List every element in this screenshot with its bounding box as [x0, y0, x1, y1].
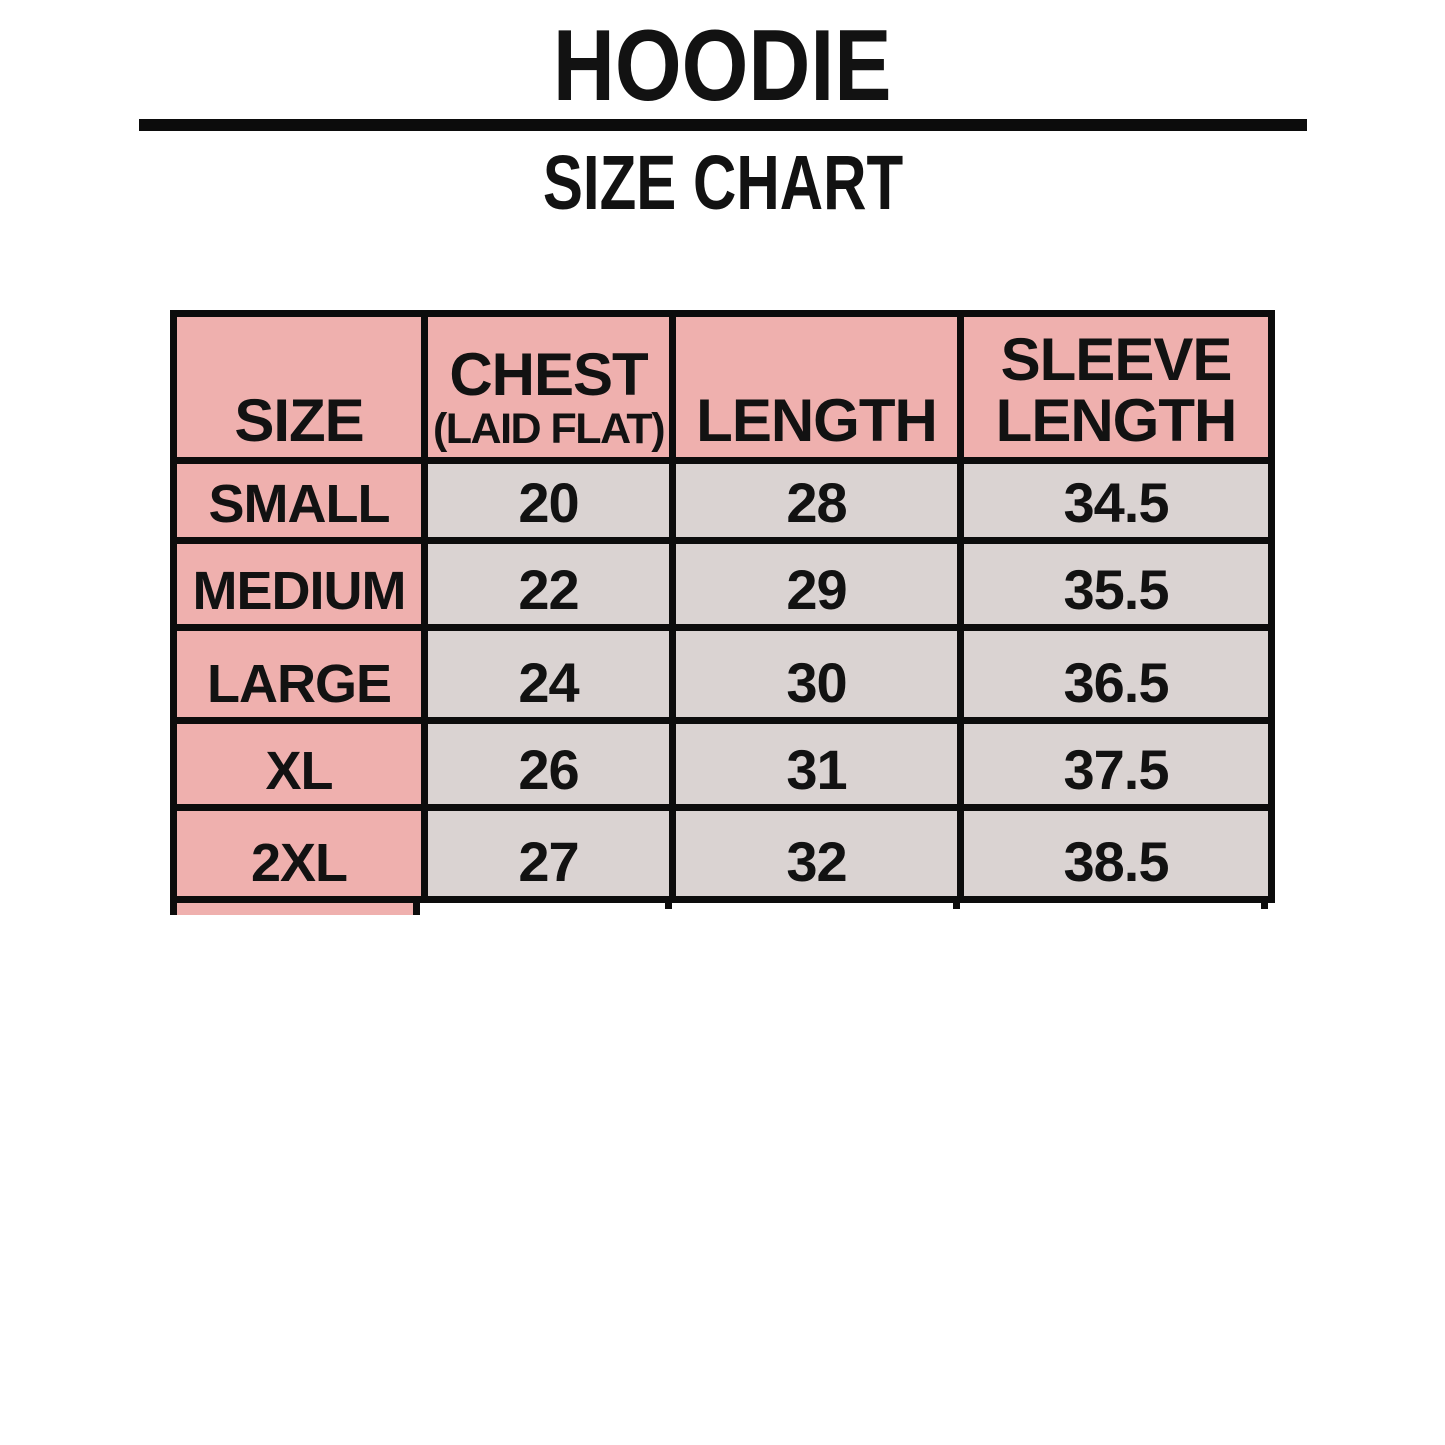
page-title-text: HOODIE	[553, 10, 892, 122]
col-header-chest-sublabel: (LAID FLAT)	[432, 405, 666, 453]
sleeve-length-cell: 34.5	[957, 457, 1275, 544]
size-cell: XL	[170, 717, 428, 811]
col-header-size: SIZE	[170, 310, 428, 464]
size-cell: LARGE	[170, 624, 428, 724]
title-block: HOODIE SIZE CHART	[0, 16, 1445, 222]
col-header-sleeve-length: SLEEVE LENGTH	[957, 310, 1275, 464]
length-cell: 32	[669, 804, 964, 903]
page-subtitle-text: SIZE CHART	[542, 140, 903, 226]
chest-cell: 26	[421, 717, 676, 811]
cut-off-partial-row	[170, 903, 1268, 921]
sleeve-length-cell: 37.5	[957, 717, 1275, 811]
sleeve-length-cell: 38.5	[957, 804, 1275, 903]
cut-off-size-cell-stub	[170, 903, 420, 915]
length-cell: 30	[669, 624, 964, 724]
cut-off-gridline-stub	[1261, 903, 1268, 909]
sleeve-length-cell: 36.5	[957, 624, 1275, 724]
size-cell: SMALL	[170, 457, 428, 544]
length-cell: 29	[669, 537, 964, 631]
cut-off-gridline-stub	[953, 903, 960, 909]
table-row-xl: XL 26 31 37.5	[170, 717, 1275, 811]
size-cell: 2XL	[170, 804, 428, 903]
col-header-chest-label: CHEST	[449, 340, 648, 408]
col-header-size-label: SIZE	[234, 386, 364, 454]
chest-cell: 24	[421, 624, 676, 724]
col-header-length: LENGTH	[669, 310, 964, 464]
page-title: HOODIE	[0, 16, 1445, 117]
col-header-sleeve-length-label: SLEEVE LENGTH	[995, 325, 1238, 454]
chest-cell: 22	[421, 537, 676, 631]
size-cell: MEDIUM	[170, 537, 428, 631]
size-chart-table: SIZE CHEST (LAID FLAT) LENGTH SLEEVE LEN…	[170, 310, 1275, 903]
cut-off-gridline-stub	[665, 903, 672, 909]
page-subtitle: SIZE CHART	[0, 145, 1445, 222]
length-cell: 31	[669, 717, 964, 811]
chest-cell: 27	[421, 804, 676, 903]
title-divider	[138, 119, 1307, 131]
length-cell: 28	[669, 457, 964, 544]
table-row-2xl: 2XL 27 32 38.5	[170, 804, 1275, 903]
header-row: SIZE CHEST (LAID FLAT) LENGTH SLEEVE LEN…	[170, 310, 1275, 464]
table-row-small: SMALL 20 28 34.5	[170, 457, 1275, 544]
size-chart-table-wrap: SIZE CHEST (LAID FLAT) LENGTH SLEEVE LEN…	[170, 310, 1275, 921]
sleeve-length-cell: 35.5	[957, 537, 1275, 631]
col-header-chest: CHEST (LAID FLAT)	[421, 310, 676, 464]
chest-cell: 20	[421, 457, 676, 544]
table-row-medium: MEDIUM 22 29 35.5	[170, 537, 1275, 631]
col-header-length-label: LENGTH	[696, 386, 938, 454]
table-row-large: LARGE 24 30 36.5	[170, 624, 1275, 724]
